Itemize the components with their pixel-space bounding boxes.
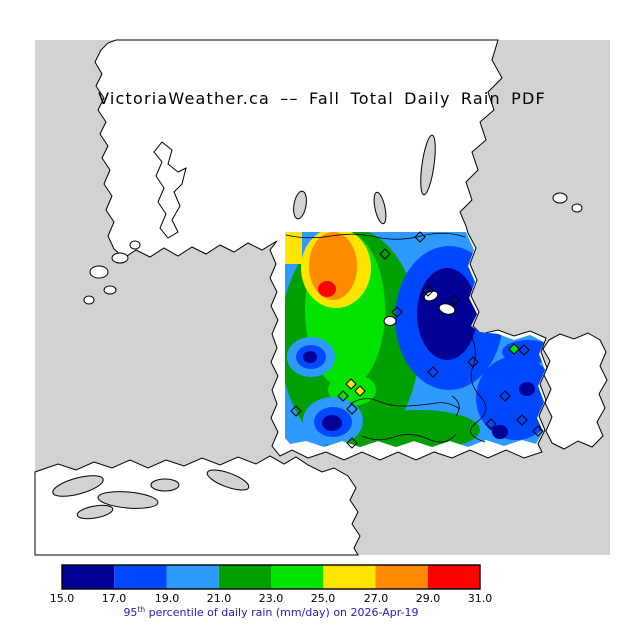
lake <box>438 303 456 315</box>
fjord <box>373 191 387 225</box>
contour-band-25-27 <box>285 232 302 264</box>
station-marker-filled <box>354 385 366 397</box>
caption-superscript: th <box>137 605 145 614</box>
contour-band-15-17 <box>322 415 342 431</box>
contour-band-21-23 <box>360 410 480 447</box>
station-marker <box>346 437 358 449</box>
coastline <box>349 398 461 410</box>
station-marker <box>337 390 349 402</box>
coastline <box>451 395 460 417</box>
fjord <box>293 190 307 220</box>
colorbar-tick: 19.0 <box>155 592 180 605</box>
colorbar-segment <box>427 565 480 589</box>
station-marker <box>379 248 391 260</box>
colorbar-tick: 23.0 <box>259 592 284 605</box>
fjord <box>420 134 436 196</box>
contour-band-27-29 <box>309 232 357 300</box>
contour-band-15-17 <box>492 425 508 439</box>
station-marker <box>499 390 511 402</box>
contour-band-29-31 <box>318 281 336 297</box>
island <box>552 192 568 204</box>
landmass-east <box>542 332 608 450</box>
station-marker <box>290 405 302 417</box>
station-marker-filled <box>345 378 357 390</box>
station-marker <box>518 344 530 356</box>
station-marker <box>414 231 426 243</box>
station-marker <box>427 366 439 378</box>
island <box>89 265 109 279</box>
inland-water <box>52 134 436 520</box>
colorbar-tick: 25.0 <box>311 592 336 605</box>
colorbar-segment <box>62 565 115 589</box>
island <box>153 141 187 239</box>
station-marker-layer <box>290 231 544 449</box>
colorbar-segment <box>271 565 324 589</box>
island <box>83 295 95 305</box>
colorbar: 15.0 17.0 19.0 21.0 23.0 25.0 27.0 29.0 … <box>50 564 493 619</box>
inlet <box>206 469 250 491</box>
station-marker <box>532 425 544 437</box>
inlet <box>150 478 180 492</box>
colorbar-segment <box>375 565 428 589</box>
coastline <box>285 232 466 240</box>
rain-contour-field <box>285 232 545 447</box>
colorbar-caption: 95th percentile of daily rain (mm/day) o… <box>123 605 418 619</box>
station-marker-filled <box>508 343 520 355</box>
station-marker <box>516 414 528 426</box>
coastline <box>361 433 457 443</box>
lake <box>423 290 439 302</box>
station-marker <box>448 294 460 306</box>
colorbar-tick: 31.0 <box>468 592 493 605</box>
colorbar-segment <box>323 565 376 589</box>
landmass-south <box>34 455 361 556</box>
inlet <box>76 504 114 520</box>
station-marker <box>485 418 497 430</box>
station-marker <box>422 285 434 297</box>
island <box>129 240 141 250</box>
island <box>111 252 129 264</box>
caption-number: 95 <box>123 606 137 619</box>
colorbar-tick: 17.0 <box>102 592 127 605</box>
coastline <box>469 333 487 443</box>
station-marker <box>346 403 358 415</box>
contour-band-17-19 <box>476 356 545 440</box>
figure-title: VictoriaWeather.ca –– Fall Total Daily R… <box>98 89 546 108</box>
colorbar-segment <box>166 565 219 589</box>
colorbar-segment <box>218 565 271 589</box>
island <box>103 285 117 295</box>
colorbar-tick: 15.0 <box>50 592 75 605</box>
lake <box>383 316 397 326</box>
station-marker <box>467 356 479 368</box>
contour-band-15-17 <box>303 351 317 363</box>
inlet <box>97 491 159 509</box>
colorbar-tick: 29.0 <box>416 592 441 605</box>
colorbar-tick: 27.0 <box>364 592 389 605</box>
caption-text-body: percentile of daily rain (mm/day) on 202… <box>145 606 418 619</box>
coast-overlay-layer <box>285 232 487 443</box>
colorbar-tick: 21.0 <box>207 592 232 605</box>
station-marker <box>391 306 403 318</box>
colorbar-segment <box>114 565 167 589</box>
inlet <box>52 475 104 497</box>
contour-band-15-17 <box>519 382 535 396</box>
colorbar-border <box>61 564 481 590</box>
island <box>571 203 583 213</box>
